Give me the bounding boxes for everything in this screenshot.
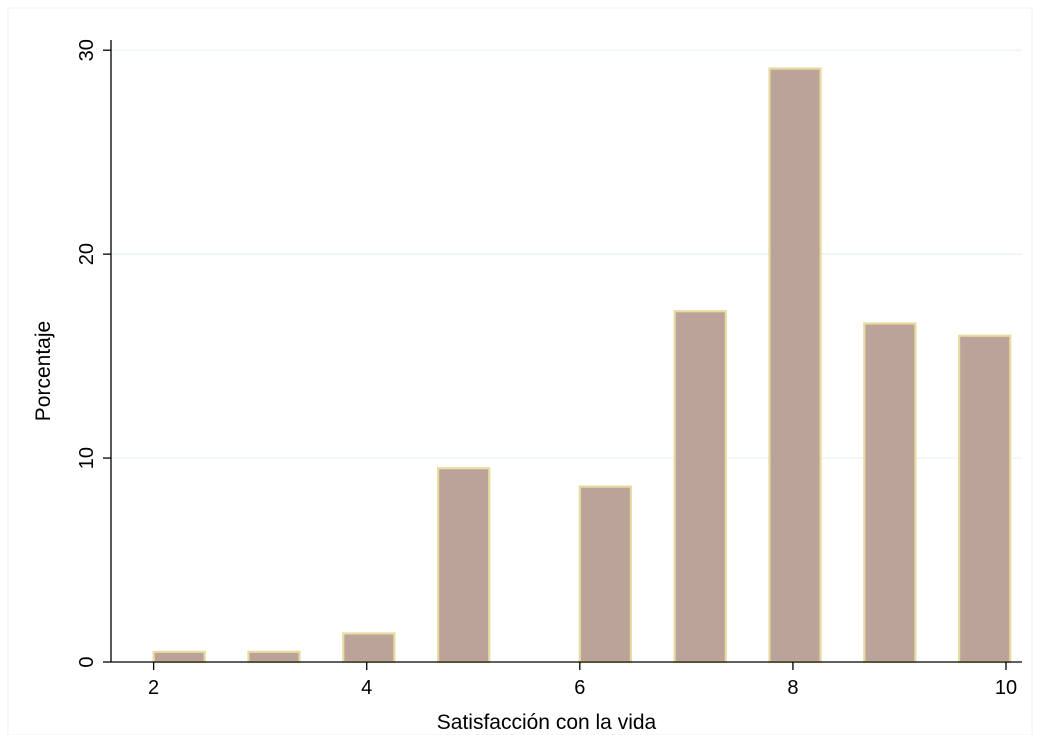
bar-8 — [863, 322, 917, 664]
x-tick-label-10: 10 — [995, 677, 1017, 699]
bar-9 — [958, 334, 1012, 664]
bar-2 — [247, 650, 301, 664]
x-tick-label-8: 8 — [787, 677, 798, 699]
bar-layer — [152, 67, 1012, 664]
bar-5 — [578, 485, 633, 664]
y-tick-label-30: 30 — [76, 39, 98, 61]
y-tick-label-0: 0 — [76, 656, 98, 667]
y-axis-title: Porcentaje — [32, 321, 55, 421]
bar-7 — [768, 67, 822, 664]
x-tick-label-4: 4 — [361, 677, 372, 699]
bar-3 — [342, 632, 396, 664]
y-tick-label-10: 10 — [76, 447, 98, 469]
bar-1 — [152, 650, 206, 664]
bar-6 — [673, 310, 727, 664]
x-tick-label-2: 2 — [148, 677, 159, 699]
bar-4 — [437, 467, 491, 664]
x-axis-title: Satisfacción con la vida — [437, 711, 657, 734]
y-tick-label-20: 20 — [76, 243, 98, 265]
axis-layer: 0 10 20 30 2 4 6 8 10 — [76, 39, 1022, 699]
x-tick-label-6: 6 — [574, 677, 585, 699]
outer-frame — [7, 7, 1033, 735]
